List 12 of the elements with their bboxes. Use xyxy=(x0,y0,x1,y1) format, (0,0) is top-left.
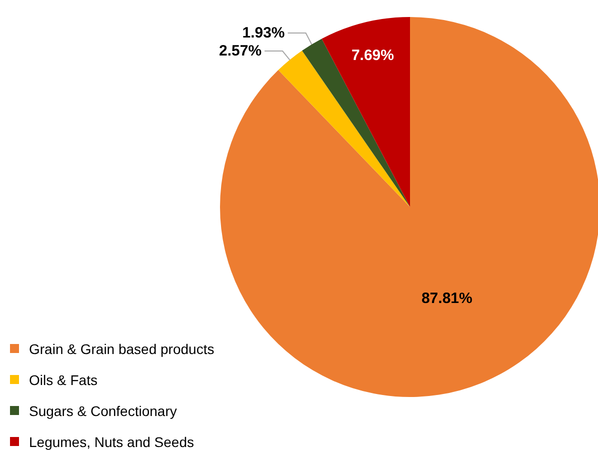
data-label: 87.81% xyxy=(421,290,472,308)
legend-label: Legumes, Nuts and Seeds xyxy=(29,434,194,450)
pie-slice xyxy=(278,50,410,207)
pie-slice xyxy=(322,17,410,207)
pie-slice xyxy=(220,17,598,397)
data-label: 2.57% xyxy=(219,42,262,60)
data-label: 7.69% xyxy=(351,47,394,64)
legend-label: Grain & Grain based products xyxy=(29,341,214,357)
legend-label: Sugars & Confectionary xyxy=(29,403,177,419)
legend-label: Oils & Fats xyxy=(29,372,98,388)
data-label: 1.93% xyxy=(242,24,285,42)
pie-slice xyxy=(302,38,410,207)
